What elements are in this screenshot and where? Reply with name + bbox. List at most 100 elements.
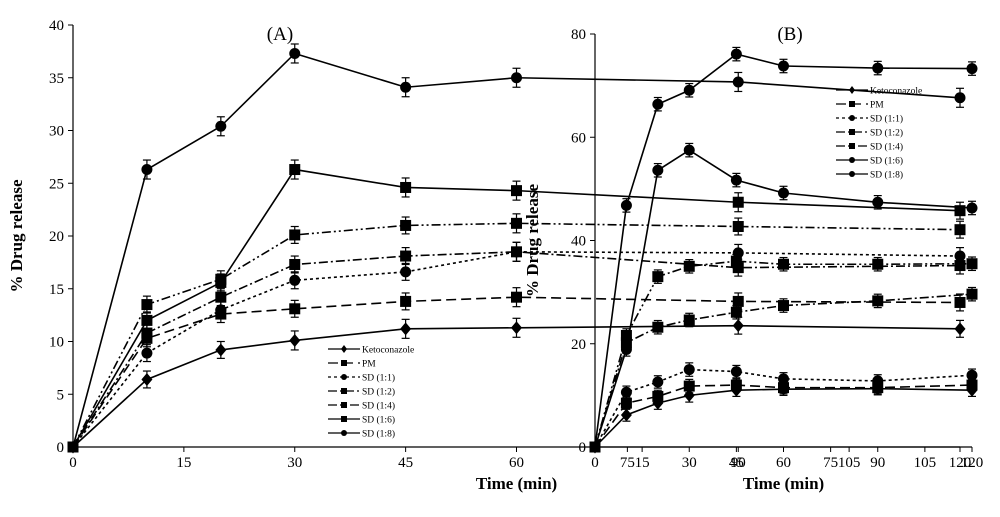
data-point	[732, 295, 744, 307]
data-point	[215, 120, 227, 132]
y-tick-label: 15	[49, 282, 64, 298]
y-tick-label: 40	[571, 234, 586, 250]
data-point	[620, 343, 632, 355]
data-point	[620, 329, 632, 341]
data-point	[289, 258, 301, 270]
data-point	[511, 291, 522, 303]
series-line	[72, 251, 961, 448]
series-6	[589, 142, 978, 453]
x-tick-label: 45	[398, 455, 413, 471]
data-point	[683, 144, 695, 156]
data-point	[589, 441, 601, 453]
data-point	[400, 250, 412, 262]
legend-marker	[849, 115, 855, 121]
x-tick-label: 75	[823, 455, 838, 471]
x-tick-label: 0	[69, 455, 77, 471]
data-point	[652, 98, 664, 110]
data-point	[620, 397, 632, 409]
data-point	[872, 62, 884, 74]
y-tick-label: 35	[49, 71, 64, 87]
y-tick-label: 80	[571, 27, 586, 43]
legend-marker	[341, 388, 347, 394]
data-point	[652, 321, 664, 333]
data-point	[652, 164, 664, 176]
series-5	[589, 253, 978, 453]
data-point	[730, 379, 742, 391]
series-4	[67, 241, 966, 453]
data-point	[141, 299, 153, 311]
data-point	[732, 196, 744, 208]
data-point	[400, 181, 412, 193]
data-point	[683, 260, 695, 272]
data-point	[872, 196, 884, 208]
x-tick-label: 60	[776, 455, 791, 471]
data-point	[141, 347, 153, 359]
legend-label: SD (1:4)	[362, 401, 395, 412]
x-tick-label: 0	[591, 455, 599, 471]
x-axis-title: Time (min)	[476, 474, 557, 493]
panel-label: (B)	[777, 24, 802, 45]
data-point	[730, 366, 742, 378]
data-point	[141, 164, 153, 176]
series-2	[67, 287, 966, 453]
data-point	[400, 219, 412, 231]
series-1	[67, 316, 966, 454]
legend-marker	[341, 416, 347, 422]
legend-marker	[341, 402, 347, 408]
data-point	[966, 202, 978, 214]
series-7	[589, 46, 978, 453]
data-point	[966, 379, 978, 391]
y-tick-label: 5	[57, 387, 65, 403]
series-3	[67, 241, 966, 453]
data-point	[966, 63, 978, 75]
data-point	[966, 369, 978, 381]
series-line	[72, 251, 961, 448]
data-point	[730, 255, 742, 267]
data-point	[954, 250, 966, 262]
legend-label: SD (1:8)	[362, 429, 395, 440]
legend-marker	[341, 345, 347, 353]
data-point	[141, 327, 153, 339]
legend-marker	[849, 129, 855, 135]
legend-label: SD (1:2)	[362, 387, 395, 398]
data-point	[954, 205, 966, 217]
data-point	[400, 322, 412, 336]
data-point	[511, 246, 522, 258]
legend-marker	[849, 157, 855, 163]
series-line	[72, 296, 961, 448]
x-tick-label: 90	[870, 455, 885, 471]
data-point	[511, 217, 522, 229]
data-point	[289, 229, 301, 241]
x-tick-label: 105	[838, 455, 861, 471]
legend-label: SD (1:6)	[870, 156, 903, 167]
legend-marker	[849, 143, 855, 149]
legend-marker	[341, 374, 347, 380]
data-point	[683, 314, 695, 326]
series-line	[594, 260, 973, 448]
data-point	[289, 274, 301, 286]
data-point	[511, 185, 522, 197]
legend-label: PM	[362, 360, 376, 370]
data-point	[954, 260, 966, 272]
data-point	[215, 291, 227, 303]
data-point	[620, 199, 632, 211]
y-axis-title: % Drug release	[523, 184, 542, 297]
data-point	[732, 221, 744, 233]
data-point	[954, 224, 966, 236]
x-tick-label: 90	[731, 455, 746, 471]
data-point	[966, 258, 978, 270]
legend-label: PM	[870, 101, 884, 111]
data-point	[732, 76, 744, 88]
legend-label: Ketoconazole	[870, 87, 922, 97]
legend-marker	[849, 171, 855, 177]
data-point	[954, 92, 966, 104]
x-tick-label: 120	[949, 455, 972, 471]
data-point	[778, 258, 789, 270]
series-line	[594, 149, 973, 448]
data-point	[289, 333, 301, 347]
data-point	[67, 441, 79, 453]
panel-a-chart: 0 5 10 15 20 25 30 35 40 0 15 30 45 60 75 90 105 120 Time …	[7, 18, 971, 493]
y-tick-label: 30	[49, 124, 64, 140]
legend-label: SD (1:1)	[362, 373, 395, 384]
